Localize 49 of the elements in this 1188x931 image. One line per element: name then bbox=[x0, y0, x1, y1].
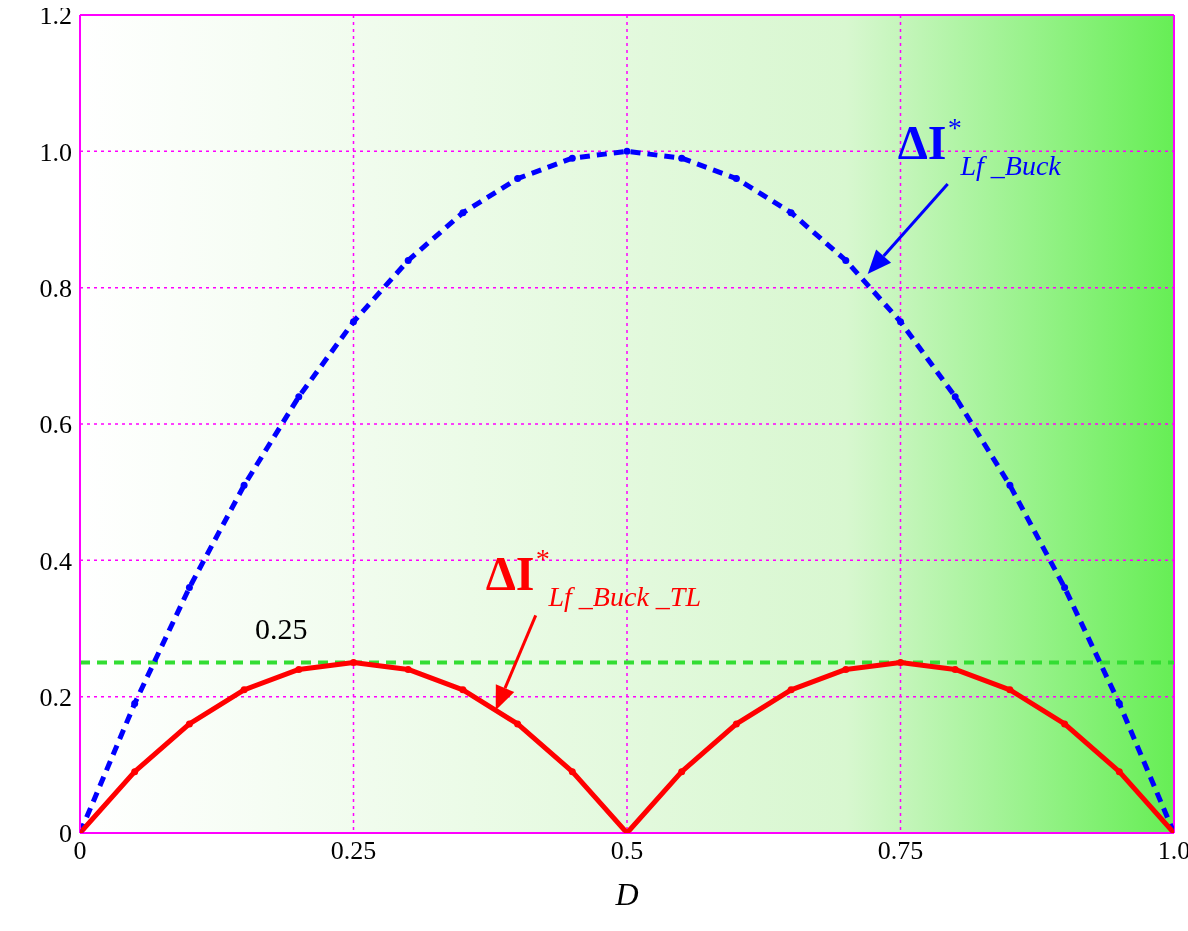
point bbox=[295, 665, 303, 673]
point bbox=[951, 393, 959, 401]
point bbox=[623, 147, 631, 155]
point bbox=[842, 256, 850, 264]
y-tick-label: 0.6 bbox=[39, 410, 72, 440]
point bbox=[1115, 699, 1123, 707]
point bbox=[787, 686, 795, 694]
point bbox=[1006, 686, 1014, 694]
point bbox=[459, 686, 467, 694]
point bbox=[1061, 720, 1069, 728]
point bbox=[459, 209, 467, 217]
point bbox=[514, 175, 522, 183]
point bbox=[350, 659, 357, 667]
point bbox=[732, 720, 740, 728]
point bbox=[185, 584, 193, 592]
point bbox=[787, 209, 795, 217]
point bbox=[404, 256, 412, 264]
x-tick-label: 0.75 bbox=[877, 836, 924, 866]
point bbox=[897, 318, 904, 326]
x-tick-label: 0.5 bbox=[610, 836, 644, 866]
y-tick-label: 0.8 bbox=[39, 273, 72, 303]
point bbox=[131, 768, 139, 776]
point bbox=[897, 659, 904, 667]
point bbox=[951, 665, 959, 673]
annotation: ΔI*Lf _Buck _TL bbox=[485, 543, 701, 613]
y-tick-label: 0.2 bbox=[39, 682, 72, 712]
point bbox=[350, 318, 357, 326]
point bbox=[842, 665, 850, 673]
point bbox=[732, 175, 740, 183]
point bbox=[404, 665, 412, 673]
point bbox=[678, 768, 686, 776]
point bbox=[240, 686, 248, 694]
y-tick-label: 0.4 bbox=[39, 546, 72, 576]
point bbox=[1115, 768, 1123, 776]
point bbox=[1061, 584, 1069, 592]
y-tick-label: 1.0 bbox=[39, 137, 72, 167]
point bbox=[568, 768, 576, 776]
annotation: ΔI*Lf _Buck bbox=[897, 112, 1062, 182]
point bbox=[678, 154, 686, 162]
x-tick-label: 0.25 bbox=[330, 836, 377, 866]
point bbox=[514, 720, 522, 728]
ref-line-label: 0.25 bbox=[255, 611, 308, 645]
x-axis-title: D bbox=[614, 876, 639, 912]
point bbox=[240, 481, 248, 489]
point bbox=[185, 720, 193, 728]
point bbox=[1006, 481, 1014, 489]
point bbox=[295, 393, 303, 401]
point bbox=[568, 154, 576, 162]
point bbox=[131, 699, 139, 707]
